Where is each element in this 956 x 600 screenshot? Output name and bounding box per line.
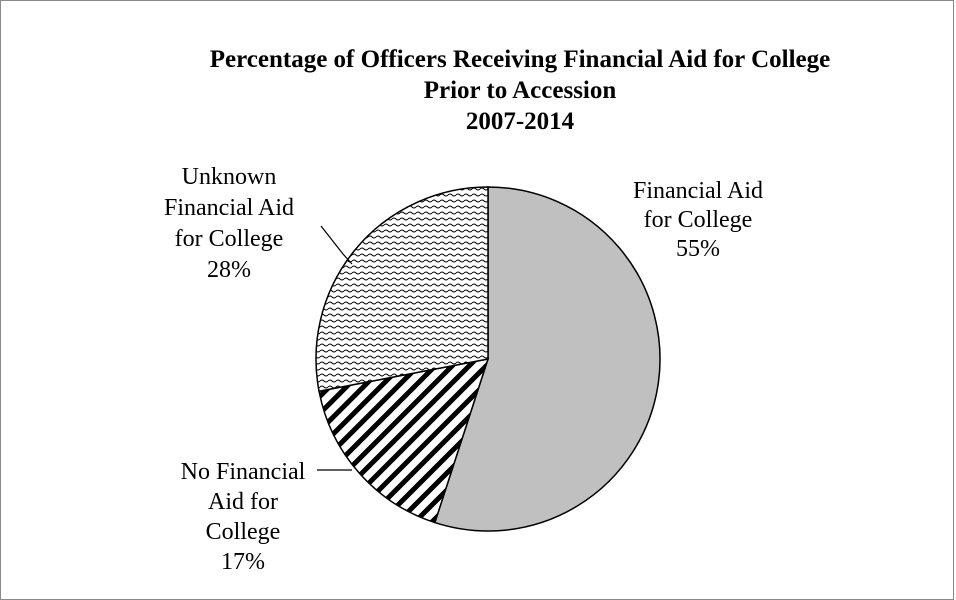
label-no-financial-aid-line-3: College (206, 519, 281, 545)
label-unknown-financial-aid-line-3: for College (175, 226, 284, 252)
chart-title-line-3: 2007-2014 (465, 108, 575, 135)
chart-title: Percentage of Officers Receiving Financi… (0, 44, 956, 137)
label-no-financial-aid-line-2: Aid for (208, 489, 278, 515)
label-no-financial-aid-line-4: 17% (221, 549, 265, 575)
label-financial-aid-line-2: for College (644, 207, 753, 233)
leader-line-unknown-financial-aid (320, 225, 353, 265)
slice-financial-aid (433, 186, 661, 532)
slice-no-financial-aid (318, 358, 490, 524)
label-unknown-financial-aid-line-2: Financial Aid (164, 195, 294, 221)
label-financial-aid-line-3: 55% (676, 236, 720, 262)
chart-title-line-1: Percentage of Officers Receiving Financi… (209, 46, 831, 73)
label-unknown-financial-aid-line-4: 28% (207, 257, 251, 283)
label-financial-aid-line-1: Financial Aid (633, 178, 763, 204)
slice-unknown-financial-aid (315, 186, 489, 393)
label-no-financial-aid-line-1: No Financial (181, 459, 306, 485)
label-unknown-financial-aid-line-1: Unknown (182, 164, 277, 190)
chart-title-line-2: Prior to Accession (423, 77, 617, 104)
